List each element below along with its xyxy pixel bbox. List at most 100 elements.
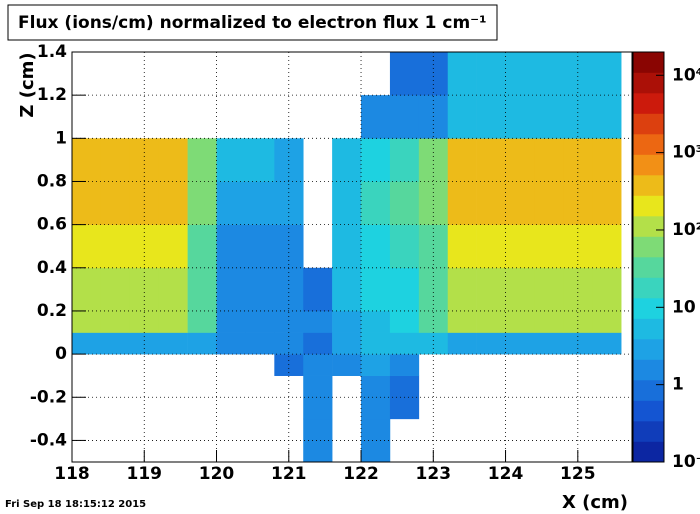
cell bbox=[72, 181, 102, 225]
cell bbox=[303, 267, 333, 312]
cell bbox=[476, 224, 506, 269]
cell bbox=[332, 354, 362, 376]
cell bbox=[245, 332, 275, 355]
cell bbox=[158, 310, 188, 333]
y-tick-label: -0.4 bbox=[30, 430, 67, 450]
y-tick-label: 1.2 bbox=[37, 85, 67, 105]
cell bbox=[447, 181, 477, 225]
cell bbox=[563, 181, 593, 225]
colorbar-band bbox=[633, 195, 664, 217]
cell bbox=[505, 267, 535, 312]
cell bbox=[187, 332, 217, 355]
heatmap-cells bbox=[72, 52, 622, 463]
cell bbox=[563, 224, 593, 269]
cell bbox=[158, 224, 188, 269]
cell bbox=[187, 181, 217, 225]
cell bbox=[534, 138, 564, 182]
colorbar-band bbox=[633, 134, 664, 155]
cell bbox=[476, 138, 506, 182]
cell bbox=[245, 310, 275, 333]
x-tick-label: 124 bbox=[488, 464, 524, 484]
cell bbox=[476, 181, 506, 225]
cell bbox=[505, 224, 535, 269]
cell bbox=[158, 267, 188, 312]
cell bbox=[476, 267, 506, 312]
cell bbox=[332, 267, 362, 312]
cell bbox=[100, 181, 131, 225]
x-axis-title: X (cm) bbox=[562, 492, 628, 513]
colorbar-tick-label: 10⁴ bbox=[672, 65, 700, 85]
x-tick-label: 122 bbox=[343, 464, 379, 484]
cell bbox=[534, 267, 564, 312]
cell bbox=[361, 375, 391, 420]
cell bbox=[534, 224, 564, 269]
cell bbox=[187, 267, 217, 312]
cell bbox=[361, 310, 391, 333]
cell bbox=[534, 332, 564, 355]
cell bbox=[505, 332, 535, 355]
colorbar-band bbox=[633, 441, 664, 463]
cell bbox=[447, 224, 477, 269]
x-tick-label: 121 bbox=[271, 464, 307, 484]
y-tick-label: 0.8 bbox=[37, 171, 67, 191]
cell bbox=[389, 310, 420, 333]
cell bbox=[418, 224, 449, 269]
cell bbox=[389, 224, 420, 269]
cell bbox=[332, 224, 362, 269]
cell bbox=[418, 332, 449, 355]
cell bbox=[389, 95, 420, 139]
cell bbox=[100, 332, 131, 355]
cell bbox=[72, 224, 102, 269]
cell bbox=[274, 310, 304, 333]
cell bbox=[216, 267, 246, 312]
cell bbox=[505, 310, 535, 333]
colorbar-band bbox=[633, 216, 664, 237]
cell bbox=[332, 310, 362, 333]
cell bbox=[447, 310, 477, 333]
cell bbox=[534, 310, 564, 333]
cell bbox=[447, 52, 477, 96]
colorbar-band bbox=[633, 359, 664, 381]
cell bbox=[563, 310, 593, 333]
cell bbox=[447, 332, 477, 355]
cell bbox=[476, 332, 506, 355]
cell bbox=[274, 354, 304, 376]
colorbar-band bbox=[633, 421, 664, 442]
cell bbox=[534, 95, 564, 139]
cell bbox=[216, 310, 246, 333]
cell bbox=[100, 224, 131, 269]
axes bbox=[71, 51, 632, 462]
colorbar-band bbox=[633, 154, 664, 176]
cell bbox=[592, 181, 622, 225]
cell bbox=[72, 332, 102, 355]
cell bbox=[216, 138, 246, 182]
cell bbox=[534, 52, 564, 96]
cell bbox=[274, 181, 304, 225]
cell bbox=[187, 138, 217, 182]
colorbar-band bbox=[633, 52, 664, 73]
cell bbox=[389, 332, 420, 355]
cell bbox=[592, 138, 622, 182]
cell bbox=[216, 224, 246, 269]
colorbar-band bbox=[633, 72, 664, 94]
colorbar-band bbox=[633, 298, 664, 319]
cell bbox=[389, 181, 420, 225]
colorbar-band bbox=[633, 113, 664, 135]
cell bbox=[592, 95, 622, 139]
colorbar-band bbox=[633, 175, 664, 196]
cell bbox=[303, 354, 333, 376]
y-tick-label: 1 bbox=[55, 128, 67, 148]
cell bbox=[332, 138, 362, 182]
cell bbox=[245, 138, 275, 182]
cell bbox=[592, 52, 622, 96]
cell bbox=[187, 224, 217, 269]
cell bbox=[476, 52, 506, 96]
cell bbox=[187, 310, 217, 333]
cell bbox=[418, 310, 449, 333]
cell bbox=[361, 267, 391, 312]
cell bbox=[447, 95, 477, 139]
cell bbox=[592, 267, 622, 312]
cell bbox=[389, 267, 420, 312]
cell bbox=[563, 332, 593, 355]
cell bbox=[100, 138, 131, 182]
